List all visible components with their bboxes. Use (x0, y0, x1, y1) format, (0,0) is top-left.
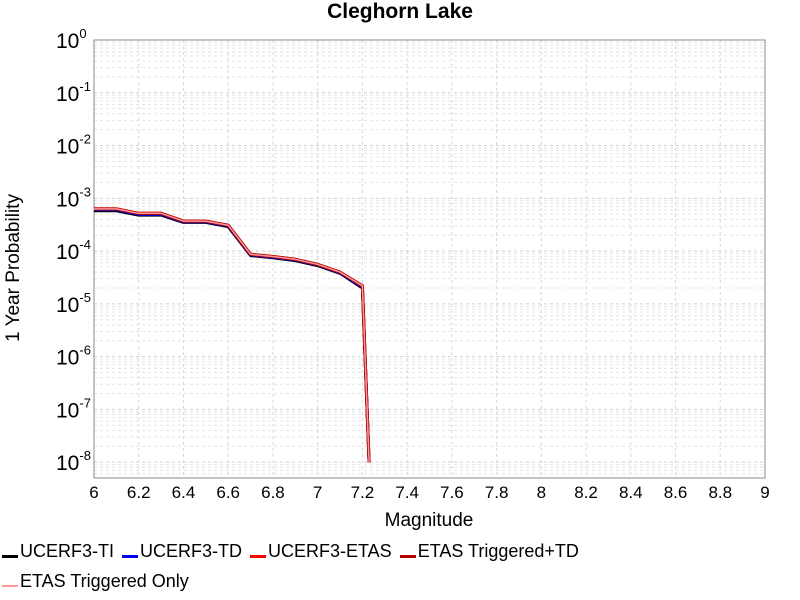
legend-swatch (122, 554, 138, 558)
legend-label: ETAS Triggered+TD (417, 540, 579, 561)
y-tick-label: 10-4 (56, 237, 91, 264)
y-tick-label: 10-7 (56, 395, 91, 422)
x-tick-label: 7 (313, 483, 322, 502)
y-tick-label: 100 (56, 26, 87, 53)
y-axis-label: 1 Year Probability (3, 194, 24, 342)
series-line-etas-triggered-td (94, 207, 371, 463)
series-line-ucerf3-etas (94, 207, 371, 463)
legend-swatch (250, 554, 266, 558)
x-tick-label: 6.6 (216, 483, 240, 502)
legend-swatch (399, 554, 416, 558)
y-tick-label: 10-5 (56, 290, 91, 317)
x-axis-label: Magnitude (385, 510, 474, 531)
legend-item-etas-triggered-td: ETAS Triggered+TD (398, 541, 579, 562)
legend-label: UCERF3-TI (20, 540, 114, 561)
legend-label: UCERF3-ETAS (268, 540, 392, 561)
legend-label: UCERF3-TD (140, 540, 242, 561)
chart: Cleghorn Lake 6 6.2 6.4 6.6 6.8 7 7.2 7.4 7.6 7.8… (3, 0, 770, 531)
x-tick-label: 6.2 (127, 483, 151, 502)
plot-area (93, 39, 766, 479)
x-tick-label: 7.8 (485, 483, 509, 502)
x-tick-label: 6.4 (172, 483, 196, 502)
y-tick-label: 10-2 (56, 132, 91, 159)
x-tick-label: 7.4 (395, 483, 419, 502)
legend-item-etas-triggered-only: ETAS Triggered Only (0, 571, 189, 592)
y-tick-label: 10-8 (56, 448, 91, 475)
legend-label: ETAS Triggered Only (20, 570, 189, 591)
legend-row: ETAS Triggered Only (0, 568, 195, 594)
y-tick-label: 10-3 (56, 184, 91, 211)
y-tick-label: 10-6 (56, 343, 91, 370)
x-tick-label: 6 (89, 483, 98, 502)
series-lines (94, 207, 371, 463)
x-tick-label: 8 (537, 483, 546, 502)
legend-item-ucerf3-td: UCERF3-TD (120, 541, 242, 562)
legend-swatch (2, 585, 18, 587)
series-line-etas-triggered-only (94, 208, 370, 463)
y-axis-ticks: 100 10-1 10-2 10-3 10-4 10-5 10-6 10-7 10-8 (56, 26, 91, 475)
x-tick-label: 6.8 (261, 483, 285, 502)
x-axis-ticks: 6 6.2 6.4 6.6 6.8 7 7.2 7.4 7.6 7.8 8 8.2 8.4 8.6 8.8 9 (89, 483, 769, 502)
legend: UCERF3-TI UCERF3-TD UCERF3-ETAS ETAS Tri… (0, 536, 800, 600)
series-line-ucerf3-td (94, 208, 371, 463)
x-tick-label: 8.2 (574, 483, 598, 502)
legend-row: UCERF3-TI UCERF3-TD UCERF3-ETAS ETAS Tri… (0, 538, 585, 564)
chart-title: Cleghorn Lake (327, 0, 473, 23)
y-tick-label: 10-1 (56, 79, 91, 106)
x-tick-label: 7.2 (351, 483, 375, 502)
x-tick-label: 8.4 (619, 483, 643, 502)
legend-item-ucerf3-etas: UCERF3-ETAS (248, 541, 392, 562)
x-tick-label: 8.6 (664, 483, 688, 502)
series-line-ucerf3-ti (94, 209, 371, 463)
x-tick-label: 7.6 (440, 483, 464, 502)
grid (93, 39, 766, 478)
x-tick-label: 9 (760, 483, 769, 502)
legend-item-ucerf3-ti: UCERF3-TI (0, 541, 114, 562)
legend-swatch (2, 554, 18, 558)
x-tick-label: 8.8 (708, 483, 732, 502)
